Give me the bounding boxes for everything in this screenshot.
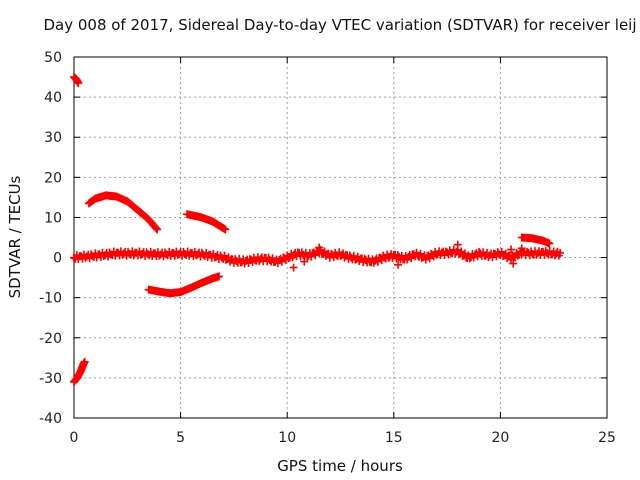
y-tick-label: -40 xyxy=(39,411,62,427)
series-6 xyxy=(70,245,565,268)
series-markers xyxy=(517,233,554,248)
x-axis-label: GPS time / hours xyxy=(277,457,403,475)
x-tick-label: 15 xyxy=(385,430,403,446)
series-7 xyxy=(289,240,526,272)
series-markers xyxy=(70,245,565,268)
series-markers xyxy=(70,357,89,386)
y-tick-labels: -40 -30 -20 -10 0 10 20 30 40 50 xyxy=(39,50,62,427)
y-tick-label: 10 xyxy=(44,210,62,226)
series-markers xyxy=(70,73,83,88)
y-tick-label: 20 xyxy=(44,170,62,186)
series-2 xyxy=(84,191,162,234)
y-tick-label: 50 xyxy=(44,50,62,66)
y-tick-label: 30 xyxy=(44,130,62,146)
x-tick-label: 0 xyxy=(70,430,79,446)
series-5 xyxy=(517,233,554,248)
data-points xyxy=(70,73,565,386)
series-4 xyxy=(144,272,223,298)
y-tick-label: 0 xyxy=(53,251,62,267)
y-tick-label: -30 xyxy=(39,371,62,387)
x-tick-label: 25 xyxy=(598,430,616,446)
x-tick-labels: 0 5 10 15 20 25 xyxy=(70,430,616,446)
series-1 xyxy=(70,357,89,386)
chart-title: Day 008 of 2017, Sidereal Day-to-day VTE… xyxy=(43,16,636,34)
x-tick-label: 10 xyxy=(278,430,296,446)
series-markers xyxy=(84,191,162,234)
y-tick-label: -20 xyxy=(39,331,62,347)
x-tick-label: 5 xyxy=(176,430,185,446)
series-markers xyxy=(289,240,526,272)
series-0 xyxy=(70,73,83,88)
plot-frame xyxy=(73,56,608,419)
series-markers xyxy=(182,210,230,234)
y-axis-label: SDTVAR / TECUs xyxy=(6,175,24,298)
series-markers xyxy=(144,272,223,298)
x-tick-label: 20 xyxy=(491,430,509,446)
y-tick-label: 40 xyxy=(44,90,62,106)
series-3 xyxy=(182,210,230,234)
chart-title-group: Day 008 of 2017, Sidereal Day-to-day VTE… xyxy=(43,16,636,34)
y-tick-label: -10 xyxy=(39,291,62,307)
